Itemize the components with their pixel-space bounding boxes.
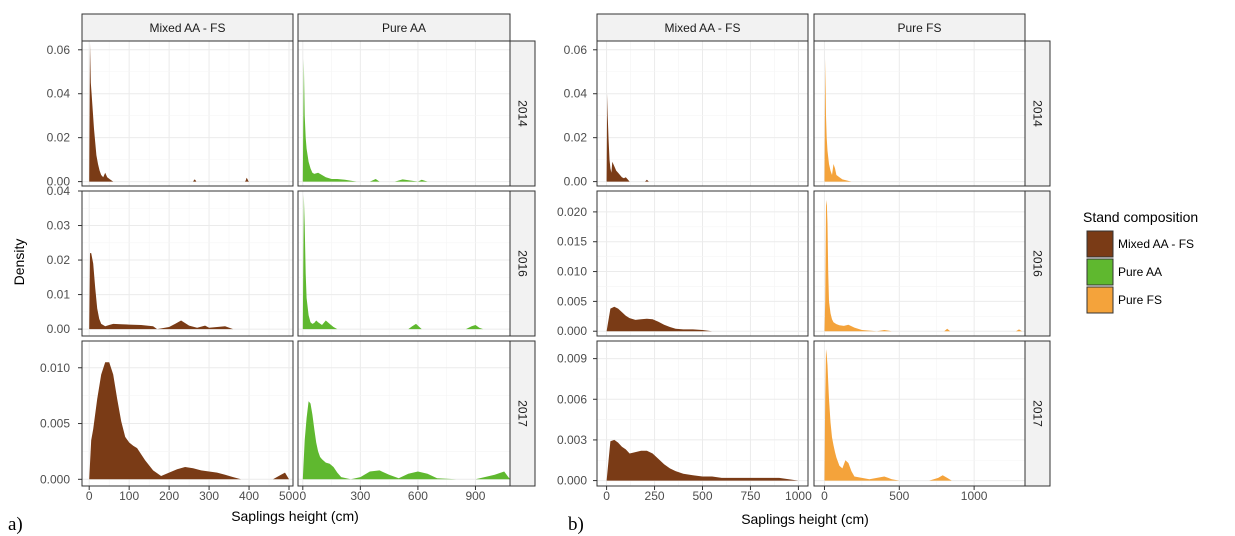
panel-label-a: a) <box>8 514 23 535</box>
chart-b-x-tick-label: 1000 <box>961 489 988 503</box>
chart-b-panel-mixed-aa-fs-2016-density-area <box>606 306 713 332</box>
chart-a-y-tick-label: 0.01 <box>47 288 71 302</box>
legend-item-pure-fs: Pure FS <box>1118 293 1162 307</box>
chart-b-panel-mixed-aa-fs-2016-frame <box>596 190 809 337</box>
chart-b-strip-label-2014: 2014 <box>1031 100 1045 127</box>
chart-a-strip-pure-aa <box>297 13 511 42</box>
chart-b-y-tick-label: 0.015 <box>557 235 587 249</box>
legend-title: Stand composition <box>1083 209 1198 225</box>
chart-a-y-tick-label: 0.010 <box>40 361 70 375</box>
chart-b-x-tick-label: 0 <box>821 489 828 503</box>
chart-a-x-tick-label: 400 <box>239 489 259 503</box>
chart-a-y-tick-label: 0.02 <box>47 131 71 145</box>
chart-b-y-tick-label: 0.000 <box>557 474 587 488</box>
chart-a-y-tick-label: 0.04 <box>47 184 71 198</box>
chart-b-y-tick-label: 0.02 <box>564 131 588 145</box>
chart-a-x-tick-label: 900 <box>465 489 485 503</box>
chart-a-strip-2016 <box>509 190 536 337</box>
chart-a-panel-mixed-aa-fs-2017-frame <box>81 340 294 487</box>
chart-b-panel-pure-fs-2014-density-area <box>824 58 852 182</box>
axis-ticks-layer: 0.000.020.040.060.000.010.020.030.040.00… <box>40 43 988 503</box>
chart-a-x-tick-label: 300 <box>350 489 370 503</box>
density-areas-layer <box>89 43 1022 481</box>
chart-a-y-tick-label: 0.000 <box>40 472 70 486</box>
chart-a-panel-pure-aa-2016-background <box>298 191 510 336</box>
chart-b-panel-pure-fs-2016-background <box>814 191 1025 336</box>
x-axis-title-a: Saplings height (cm) <box>231 508 359 524</box>
chart-a-y-tick-label: 0.00 <box>47 322 71 336</box>
chart-a-panel-pure-aa-2017-density-area <box>302 401 510 480</box>
legend-swatch-pure-aa <box>1086 258 1114 286</box>
chart-b-y-tick-label: 0.009 <box>557 352 587 366</box>
chart-b-panel-pure-fs-2017-density-area <box>824 349 952 481</box>
chart-a-panel-pure-aa-2017-background <box>298 341 510 486</box>
chart-b-y-tick-label: 0.020 <box>557 205 587 219</box>
chart-a-strip-mixed-aa-fs <box>81 13 294 42</box>
chart-a-strip-label-2014: 2014 <box>516 100 530 127</box>
chart-b-x-tick-label: 0 <box>603 489 610 503</box>
chart-a-x-tick-label: 300 <box>199 489 219 503</box>
chart-a-strip-2017 <box>509 340 536 487</box>
chart-b-strip-label-mixed-aa-fs: Mixed AA - FS <box>664 21 740 35</box>
chart-b-y-tick-label: 0.04 <box>564 87 588 101</box>
chart-a-panel-mixed-aa-fs-2016-frame <box>81 190 294 337</box>
chart-b-y-tick-label: 0.00 <box>564 175 588 189</box>
legend-item-pure-aa: Pure AA <box>1118 265 1162 279</box>
chart-b-y-tick-label: 0.000 <box>557 324 587 338</box>
chart-b-y-tick-label: 0.003 <box>557 433 587 447</box>
chart-b-y-tick-label: 0.006 <box>557 392 587 406</box>
chart-b-x-tick-label: 250 <box>645 489 665 503</box>
chart-a-y-tick-label: 0.04 <box>47 87 71 101</box>
chart-b-strip-label-2016: 2016 <box>1031 250 1045 277</box>
chart-a-x-tick-label: 200 <box>159 489 179 503</box>
chart-a-strip-label-pure-aa: Pure AA <box>382 21 426 35</box>
chart-b-strip-2016 <box>1024 190 1051 337</box>
chart-a-panel-pure-aa-2014-background <box>298 41 510 186</box>
grid-layer <box>82 41 1025 486</box>
chart-b-y-tick-label: 0.005 <box>557 294 587 308</box>
chart-a-x-tick-label: 0 <box>299 489 306 503</box>
chart-b-panel-mixed-aa-fs-2017-density-area <box>606 439 799 481</box>
x-axis-title-b: Saplings height (cm) <box>741 511 869 527</box>
panel-label-b: b) <box>568 514 584 535</box>
chart-a-y-tick-label: 0.00 <box>47 175 71 189</box>
chart-b-strip-2017 <box>1024 340 1051 487</box>
chart-b-panel-pure-fs-2017-background <box>814 341 1025 486</box>
chart-b-x-tick-label: 500 <box>889 489 909 503</box>
chart-a-panel-mixed-aa-fs-2016-background <box>82 191 293 336</box>
chart-b-strip-label-2017: 2017 <box>1031 400 1045 427</box>
chart-a-x-tick-label: 500 <box>279 489 299 503</box>
chart-a-panel-mixed-aa-fs-2014-background <box>82 41 293 186</box>
chart-b-strip-2014 <box>1024 40 1051 187</box>
chart-a-y-tick-label: 0.02 <box>47 253 71 267</box>
chart-a-x-tick-label: 100 <box>119 489 139 503</box>
chart-a-y-tick-label: 0.03 <box>47 219 71 233</box>
chart-a-panel-mixed-aa-fs-2017-density-area <box>89 362 289 480</box>
chart-a-strip-label-2016: 2016 <box>516 250 530 277</box>
legend: Stand composition Mixed AA - FS Pure AA … <box>1083 209 1198 314</box>
legend-swatch-pure-fs <box>1086 286 1114 314</box>
legend-item-mixed: Mixed AA - FS <box>1118 237 1194 251</box>
chart-a-x-tick-label: 0 <box>86 489 93 503</box>
chart-b-panel-mixed-aa-fs-2014-density-area <box>606 93 649 182</box>
chart-b-x-tick-label: 750 <box>740 489 760 503</box>
chart-b-strip-mixed-aa-fs <box>596 13 809 42</box>
chart-b-y-tick-label: 0.06 <box>564 43 588 57</box>
chart-b-strip-label-pure-fs: Pure FS <box>897 21 941 35</box>
chart-a-x-tick-label: 600 <box>408 489 428 503</box>
facet-strips-layer: Mixed AA - FS Pure AA 2014 2016 2017 Mixed AA… <box>81 13 1051 487</box>
chart-a-strip-2014 <box>509 40 536 187</box>
chart-a-strip-label-mixed-aa-fs: Mixed AA - FS <box>149 21 225 35</box>
y-axis-title: Density <box>11 239 27 286</box>
chart-a-y-tick-label: 0.06 <box>47 43 71 57</box>
legend-swatch-mixed <box>1086 230 1114 258</box>
chart-b-x-tick-label: 500 <box>692 489 712 503</box>
chart-a-y-tick-label: 0.005 <box>40 417 70 431</box>
chart-b-x-tick-label: 1000 <box>785 489 812 503</box>
chart-a-strip-label-2017: 2017 <box>516 400 530 427</box>
chart-b-panel-pure-fs-2014-background <box>814 41 1025 186</box>
chart-b-y-tick-label: 0.010 <box>557 265 587 279</box>
chart-b-strip-pure-fs <box>813 13 1026 42</box>
